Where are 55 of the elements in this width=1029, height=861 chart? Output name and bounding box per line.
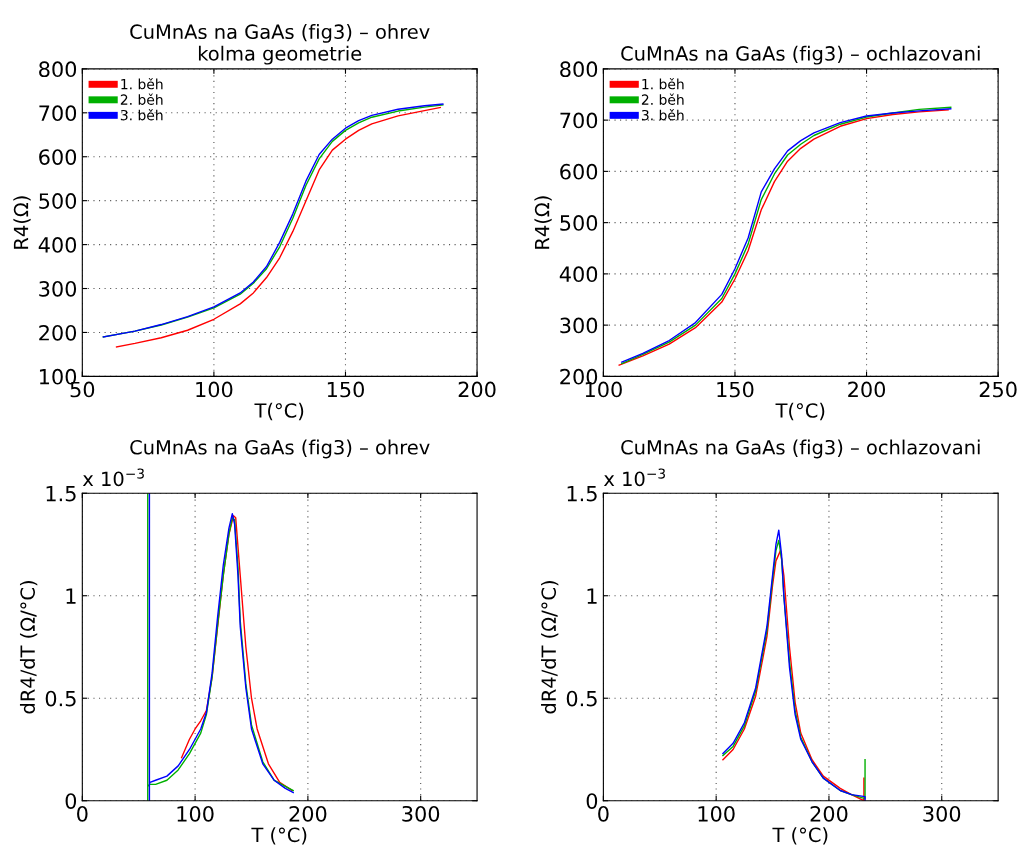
chart-title: CuMnAs na GaAs (fig3) – ohrev [130,439,430,459]
x-axis-title: T (°C) [772,827,828,845]
legend-label: 2. běh [641,93,684,105]
y-tick-label: 200 [39,324,77,341]
x-tick-label: 0 [598,805,609,822]
x-axis-title: T(°C) [254,402,304,421]
legend-label: 3. běh [120,109,163,121]
text: x 10$^{−3}$ [82,468,144,487]
text: x 10$^{−3}$ [603,468,665,487]
y-tick-label: 300 [39,280,77,297]
x-tick-label: 300 [402,805,440,822]
legend-label: 3. běh [641,109,684,121]
x-tick-label: 200 [458,381,496,398]
y-tick-label: 1.5 [46,485,76,502]
y-tick-label: 800 [39,61,77,78]
y-tick-label: 0.5 [45,690,76,707]
legend-label: 1. běh [121,78,163,90]
y-tick-label: 400 [38,237,77,253]
y-tick-label: 300 [560,317,598,334]
x-tick-label: 100 [698,805,735,822]
x-tick-label: 100 [177,805,214,822]
y-tick-label: 700 [560,112,598,129]
x-tick-label: 200 [810,805,848,822]
chart-title: CuMnAs na GaAs (fig3) – ochlazovani [621,45,980,65]
y-tick-label: 1 [587,588,597,604]
y-axis-title: dR4/dT (Ω/°C) [541,581,559,714]
y-tick-label: 1 [66,588,76,604]
y-tick-label: 500 [39,193,77,209]
x-tick-label: 200 [289,805,327,822]
y-tick-label: 0 [586,793,598,809]
y-tick-label: 0.5 [566,690,597,707]
x-tick-label: 150 [327,381,364,398]
y-axis-title: R4(Ω) [534,196,552,249]
x-tick-label: 200 [848,381,886,398]
y-tick-label: 0 [65,793,77,809]
legend-label: 1. běh [642,78,684,90]
legend-label: 2. běh [120,93,163,105]
chart-title: CuMnAs na GaAs (fig3) – ohrev kolma geometrie [130,24,430,65]
x-axis-title: T(°C) [775,402,825,421]
y-tick-label: 600 [560,163,598,180]
y-tick-label: 500 [560,215,598,231]
y-tick-label: 700 [39,105,77,122]
x-tick-label: 100 [196,381,233,398]
chart-title: CuMnAs na GaAs (fig3) – ochlazovani [621,439,980,459]
y-tick-label: 800 [560,61,598,78]
x-tick-label: 0 [77,805,88,822]
y-tick-label: 400 [559,266,598,283]
x-axis-title: T (°C) [251,827,307,845]
x-tick-label: 300 [923,805,961,822]
y-tick-label: 600 [39,149,77,165]
y-axis-title: R4(Ω) [13,196,31,249]
y-tick-label: 1.5 [567,485,597,502]
x-tick-label: 150 [717,381,754,398]
y-axis-title: dR4/dT (Ω/°C) [19,581,38,714]
x-tick-label: 250 [979,381,1017,398]
